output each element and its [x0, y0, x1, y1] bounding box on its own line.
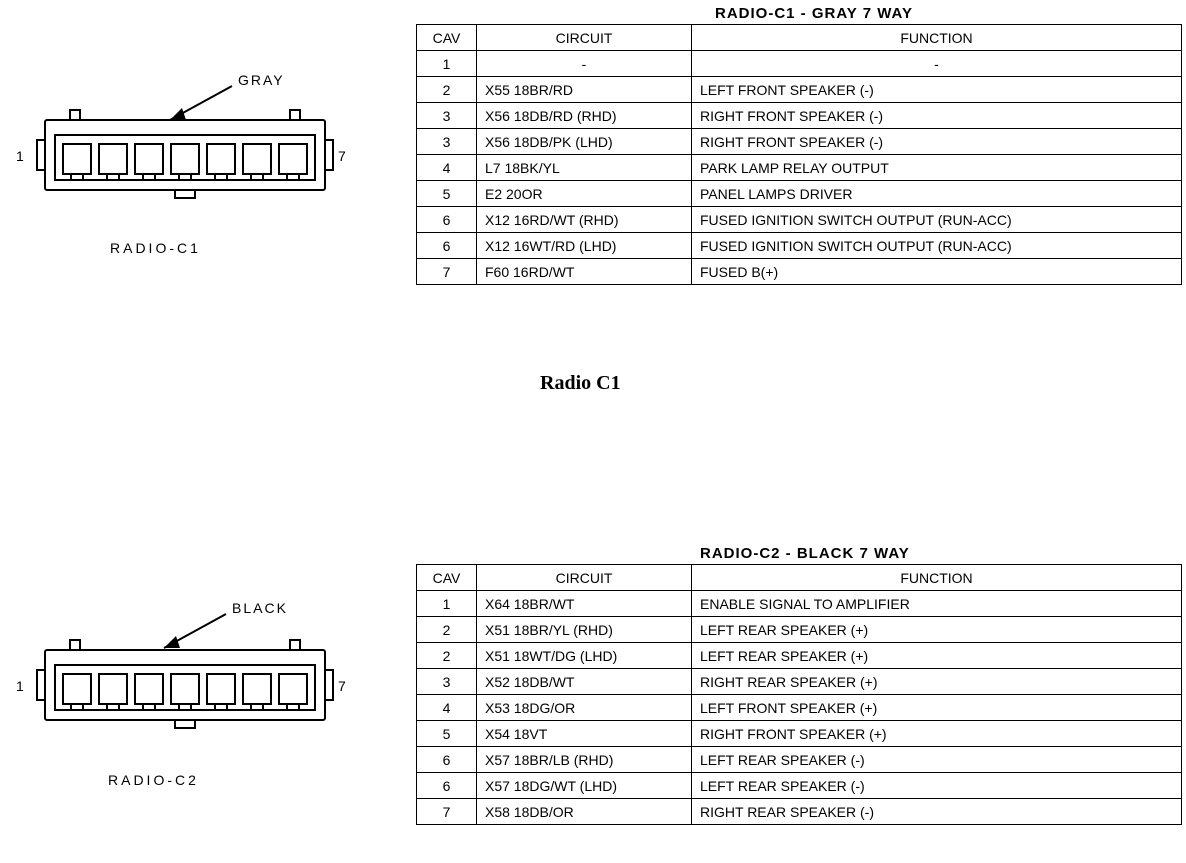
- cell-circuit: L7 18BK/YL: [477, 155, 692, 181]
- cell-circuit: X12 16WT/RD (LHD): [477, 233, 692, 259]
- cell-circuit: X53 18DG/OR: [477, 695, 692, 721]
- cell-circuit: X64 18BR/WT: [477, 591, 692, 617]
- cell-cav: 5: [417, 181, 477, 207]
- cell-cav: 6: [417, 773, 477, 799]
- cell-cav: 1: [417, 591, 477, 617]
- cell-circuit: X57 18DG/WT (LHD): [477, 773, 692, 799]
- table-row: 2X51 18BR/YL (RHD)LEFT REAR SPEAKER (+): [417, 617, 1182, 643]
- cell-circuit: -: [477, 51, 692, 77]
- cell-function: LEFT REAR SPEAKER (-): [692, 747, 1182, 773]
- cell-circuit: X56 18DB/RD (RHD): [477, 103, 692, 129]
- table-row: 4L7 18BK/YLPARK LAMP RELAY OUTPUT: [417, 155, 1182, 181]
- cell-function: RIGHT FRONT SPEAKER (+): [692, 721, 1182, 747]
- table-row: 1X64 18BR/WTENABLE SIGNAL TO AMPLIFIER: [417, 591, 1182, 617]
- cell-cav: 3: [417, 103, 477, 129]
- cell-cav: 2: [417, 617, 477, 643]
- c1-pin-right: 7: [338, 148, 346, 164]
- cell-circuit: X56 18DB/PK (LHD): [477, 129, 692, 155]
- table1-title: RADIO-C1 - GRAY 7 WAY: [715, 5, 913, 22]
- cell-function: LEFT REAR SPEAKER (-): [692, 773, 1182, 799]
- table-row: 5X54 18VTRIGHT FRONT SPEAKER (+): [417, 721, 1182, 747]
- cell-function: PANEL LAMPS DRIVER: [692, 181, 1182, 207]
- header-function: FUNCTION: [692, 25, 1182, 51]
- cell-cav: 6: [417, 747, 477, 773]
- cell-circuit: X58 18DB/OR: [477, 799, 692, 825]
- cell-function: PARK LAMP RELAY OUTPUT: [692, 155, 1182, 181]
- table-row: 6X12 16WT/RD (LHD)FUSED IGNITION SWITCH …: [417, 233, 1182, 259]
- header-circuit: CIRCUIT: [477, 565, 692, 591]
- header-cav: CAV: [417, 25, 477, 51]
- cell-circuit: E2 20OR: [477, 181, 692, 207]
- cell-cav: 4: [417, 155, 477, 181]
- table1-body: 1--2X55 18BR/RDLEFT FRONT SPEAKER (-)3X5…: [417, 51, 1182, 285]
- table-row: 3X56 18DB/PK (LHD)RIGHT FRONT SPEAKER (-…: [417, 129, 1182, 155]
- table-c1: CAV CIRCUIT FUNCTION 1--2X55 18BR/RDLEFT…: [416, 24, 1182, 285]
- table2-body: 1X64 18BR/WTENABLE SIGNAL TO AMPLIFIER2X…: [417, 591, 1182, 825]
- cell-function: RIGHT FRONT SPEAKER (-): [692, 129, 1182, 155]
- table-row: 6X12 16RD/WT (RHD)FUSED IGNITION SWITCH …: [417, 207, 1182, 233]
- table-row: 6X57 18BR/LB (RHD)LEFT REAR SPEAKER (-): [417, 747, 1182, 773]
- cell-function: FUSED IGNITION SWITCH OUTPUT (RUN-ACC): [692, 207, 1182, 233]
- c2-color-label: BLACK: [232, 600, 288, 616]
- c2-arrow-icon: [144, 608, 234, 658]
- cell-function: FUSED IGNITION SWITCH OUTPUT (RUN-ACC): [692, 233, 1182, 259]
- table-row: 3X52 18DB/WTRIGHT REAR SPEAKER (+): [417, 669, 1182, 695]
- cell-cav: 7: [417, 259, 477, 285]
- header-cav: CAV: [417, 565, 477, 591]
- cell-circuit: X12 16RD/WT (RHD): [477, 207, 692, 233]
- table-c2: CAV CIRCUIT FUNCTION 1X64 18BR/WTENABLE …: [416, 564, 1182, 825]
- cell-circuit: X52 18DB/WT: [477, 669, 692, 695]
- cell-cav: 6: [417, 207, 477, 233]
- cell-function: RIGHT FRONT SPEAKER (-): [692, 103, 1182, 129]
- cell-circuit: X51 18BR/YL (RHD): [477, 617, 692, 643]
- cell-cav: 2: [417, 643, 477, 669]
- cell-function: LEFT FRONT SPEAKER (-): [692, 77, 1182, 103]
- cell-cav: 3: [417, 129, 477, 155]
- cell-function: RIGHT REAR SPEAKER (+): [692, 669, 1182, 695]
- c1-name-label: RADIO-C1: [110, 240, 201, 256]
- cell-cav: 5: [417, 721, 477, 747]
- cell-cav: 4: [417, 695, 477, 721]
- cell-function: LEFT FRONT SPEAKER (+): [692, 695, 1182, 721]
- cell-function: LEFT REAR SPEAKER (+): [692, 617, 1182, 643]
- c1-color-label: GRAY: [238, 72, 285, 88]
- c2-name-label: RADIO-C2: [108, 772, 199, 788]
- cell-function: RIGHT REAR SPEAKER (-): [692, 799, 1182, 825]
- table-row: 5E2 20ORPANEL LAMPS DRIVER: [417, 181, 1182, 207]
- cell-cav: 6: [417, 233, 477, 259]
- cell-cav: 1: [417, 51, 477, 77]
- c2-pin-left: 1: [16, 678, 24, 694]
- cell-function: -: [692, 51, 1182, 77]
- section-label-c1: Radio C1: [540, 372, 621, 395]
- c1-pin-left: 1: [16, 148, 24, 164]
- table-row: 6X57 18DG/WT (LHD)LEFT REAR SPEAKER (-): [417, 773, 1182, 799]
- cell-cav: 2: [417, 77, 477, 103]
- header-circuit: CIRCUIT: [477, 25, 692, 51]
- header-function: FUNCTION: [692, 565, 1182, 591]
- table-row: 4X53 18DG/ORLEFT FRONT SPEAKER (+): [417, 695, 1182, 721]
- c2-pin-right: 7: [338, 678, 346, 694]
- cell-function: ENABLE SIGNAL TO AMPLIFIER: [692, 591, 1182, 617]
- table-row: 2X55 18BR/RDLEFT FRONT SPEAKER (-): [417, 77, 1182, 103]
- cell-circuit: X55 18BR/RD: [477, 77, 692, 103]
- cell-function: FUSED B(+): [692, 259, 1182, 285]
- cell-circuit: F60 16RD/WT: [477, 259, 692, 285]
- cell-cav: 7: [417, 799, 477, 825]
- cell-circuit: X54 18VT: [477, 721, 692, 747]
- table2-title: RADIO-C2 - BLACK 7 WAY: [700, 545, 910, 562]
- table-row: 7X58 18DB/ORRIGHT REAR SPEAKER (-): [417, 799, 1182, 825]
- c1-arrow-icon: [150, 80, 240, 130]
- table-row: 1--: [417, 51, 1182, 77]
- cell-circuit: X57 18BR/LB (RHD): [477, 747, 692, 773]
- table-header-row: CAV CIRCUIT FUNCTION: [417, 25, 1182, 51]
- table-row: 7F60 16RD/WTFUSED B(+): [417, 259, 1182, 285]
- cell-function: LEFT REAR SPEAKER (+): [692, 643, 1182, 669]
- cell-circuit: X51 18WT/DG (LHD): [477, 643, 692, 669]
- table-row: 3X56 18DB/RD (RHD)RIGHT FRONT SPEAKER (-…: [417, 103, 1182, 129]
- table-row: 2X51 18WT/DG (LHD)LEFT REAR SPEAKER (+): [417, 643, 1182, 669]
- table-header-row: CAV CIRCUIT FUNCTION: [417, 565, 1182, 591]
- cell-cav: 3: [417, 669, 477, 695]
